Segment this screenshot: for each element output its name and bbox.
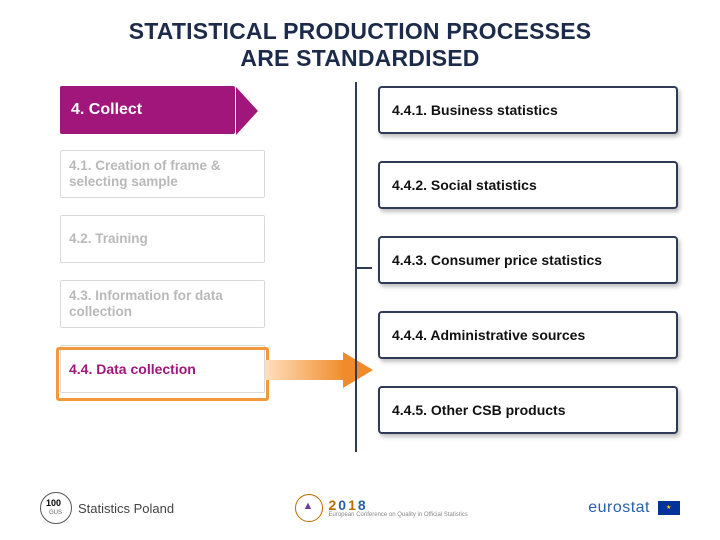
conference-subtitle: European Conference on Quality in Offici… — [329, 512, 468, 518]
gsbpm-phase-header: 4. Collect — [60, 86, 235, 134]
sp-logo-text: Statistics Poland — [78, 501, 174, 516]
conference-year: 2018 — [329, 498, 468, 512]
year-digit: 1 — [348, 497, 358, 513]
eurostat-text: eurostat — [588, 499, 650, 517]
gsbpm-subprocess-box: 4.1. Creation of frame & selecting sampl… — [60, 150, 265, 198]
divider-tick-icon — [356, 267, 372, 269]
sp-badge-icon — [40, 492, 72, 524]
detail-label: 4.4.4. Administrative sources — [392, 327, 585, 343]
phase-header-arrow-icon — [236, 87, 258, 135]
conference-logo: 2018 European Conference on Quality in O… — [295, 494, 468, 522]
eu-flag-icon — [658, 501, 680, 515]
detail-box: 4.4.4. Administrative sources — [378, 311, 678, 359]
detail-label: 4.4.2. Social statistics — [392, 177, 537, 193]
slide-title: STATISTICAL PRODUCTION PROCESSES ARE STA… — [30, 18, 690, 72]
conference-badge-icon — [295, 494, 323, 522]
detail-box: 4.4.1. Business statistics — [378, 86, 678, 134]
right-column: 4.4.1. Business statistics 4.4.2. Social … — [378, 86, 688, 461]
detail-box: 4.4.2. Social statistics — [378, 161, 678, 209]
footer: Statistics Poland 2018 European Conferen… — [0, 484, 720, 532]
year-digit: 8 — [358, 497, 368, 513]
phase-header-label: 4. Collect — [71, 101, 142, 119]
arrow-head — [343, 352, 373, 388]
flow-arrow-icon — [265, 354, 375, 386]
subprocess-label: 4.1. Creation of frame & selecting sampl… — [69, 158, 256, 190]
title-line-2: ARE STANDARDISED — [30, 45, 690, 72]
gsbpm-subprocess-box: 4.2. Training — [60, 215, 265, 263]
vertical-divider — [355, 82, 357, 452]
statistics-poland-logo: Statistics Poland — [40, 492, 174, 524]
detail-label: 4.4.3. Consumer price statistics — [392, 252, 602, 268]
year-digit: 2 — [329, 497, 339, 513]
eurostat-logo: eurostat — [588, 499, 680, 517]
conference-text: 2018 European Conference on Quality in O… — [329, 498, 468, 518]
detail-box: 4.4.5. Other CSB products — [378, 386, 678, 434]
year-digit: 0 — [338, 497, 348, 513]
content-area: 4. Collect 4.1. Creation of frame & sele… — [30, 82, 690, 462]
detail-label: 4.4.5. Other CSB products — [392, 402, 565, 418]
slide: STATISTICAL PRODUCTION PROCESSES ARE STA… — [0, 0, 720, 540]
gsbpm-subprocess-box: 4.3. Information for data collection — [60, 280, 265, 328]
active-highlight-frame — [56, 347, 269, 401]
detail-label: 4.4.1. Business statistics — [392, 102, 558, 118]
subprocess-label: 4.3. Information for data collection — [69, 288, 256, 320]
left-column: 4. Collect 4.1. Creation of frame & sele… — [60, 86, 290, 410]
arrow-shaft — [265, 360, 345, 380]
title-line-1: STATISTICAL PRODUCTION PROCESSES — [30, 18, 690, 45]
subprocess-label: 4.2. Training — [69, 231, 148, 247]
detail-box: 4.4.3. Consumer price statistics — [378, 236, 678, 284]
